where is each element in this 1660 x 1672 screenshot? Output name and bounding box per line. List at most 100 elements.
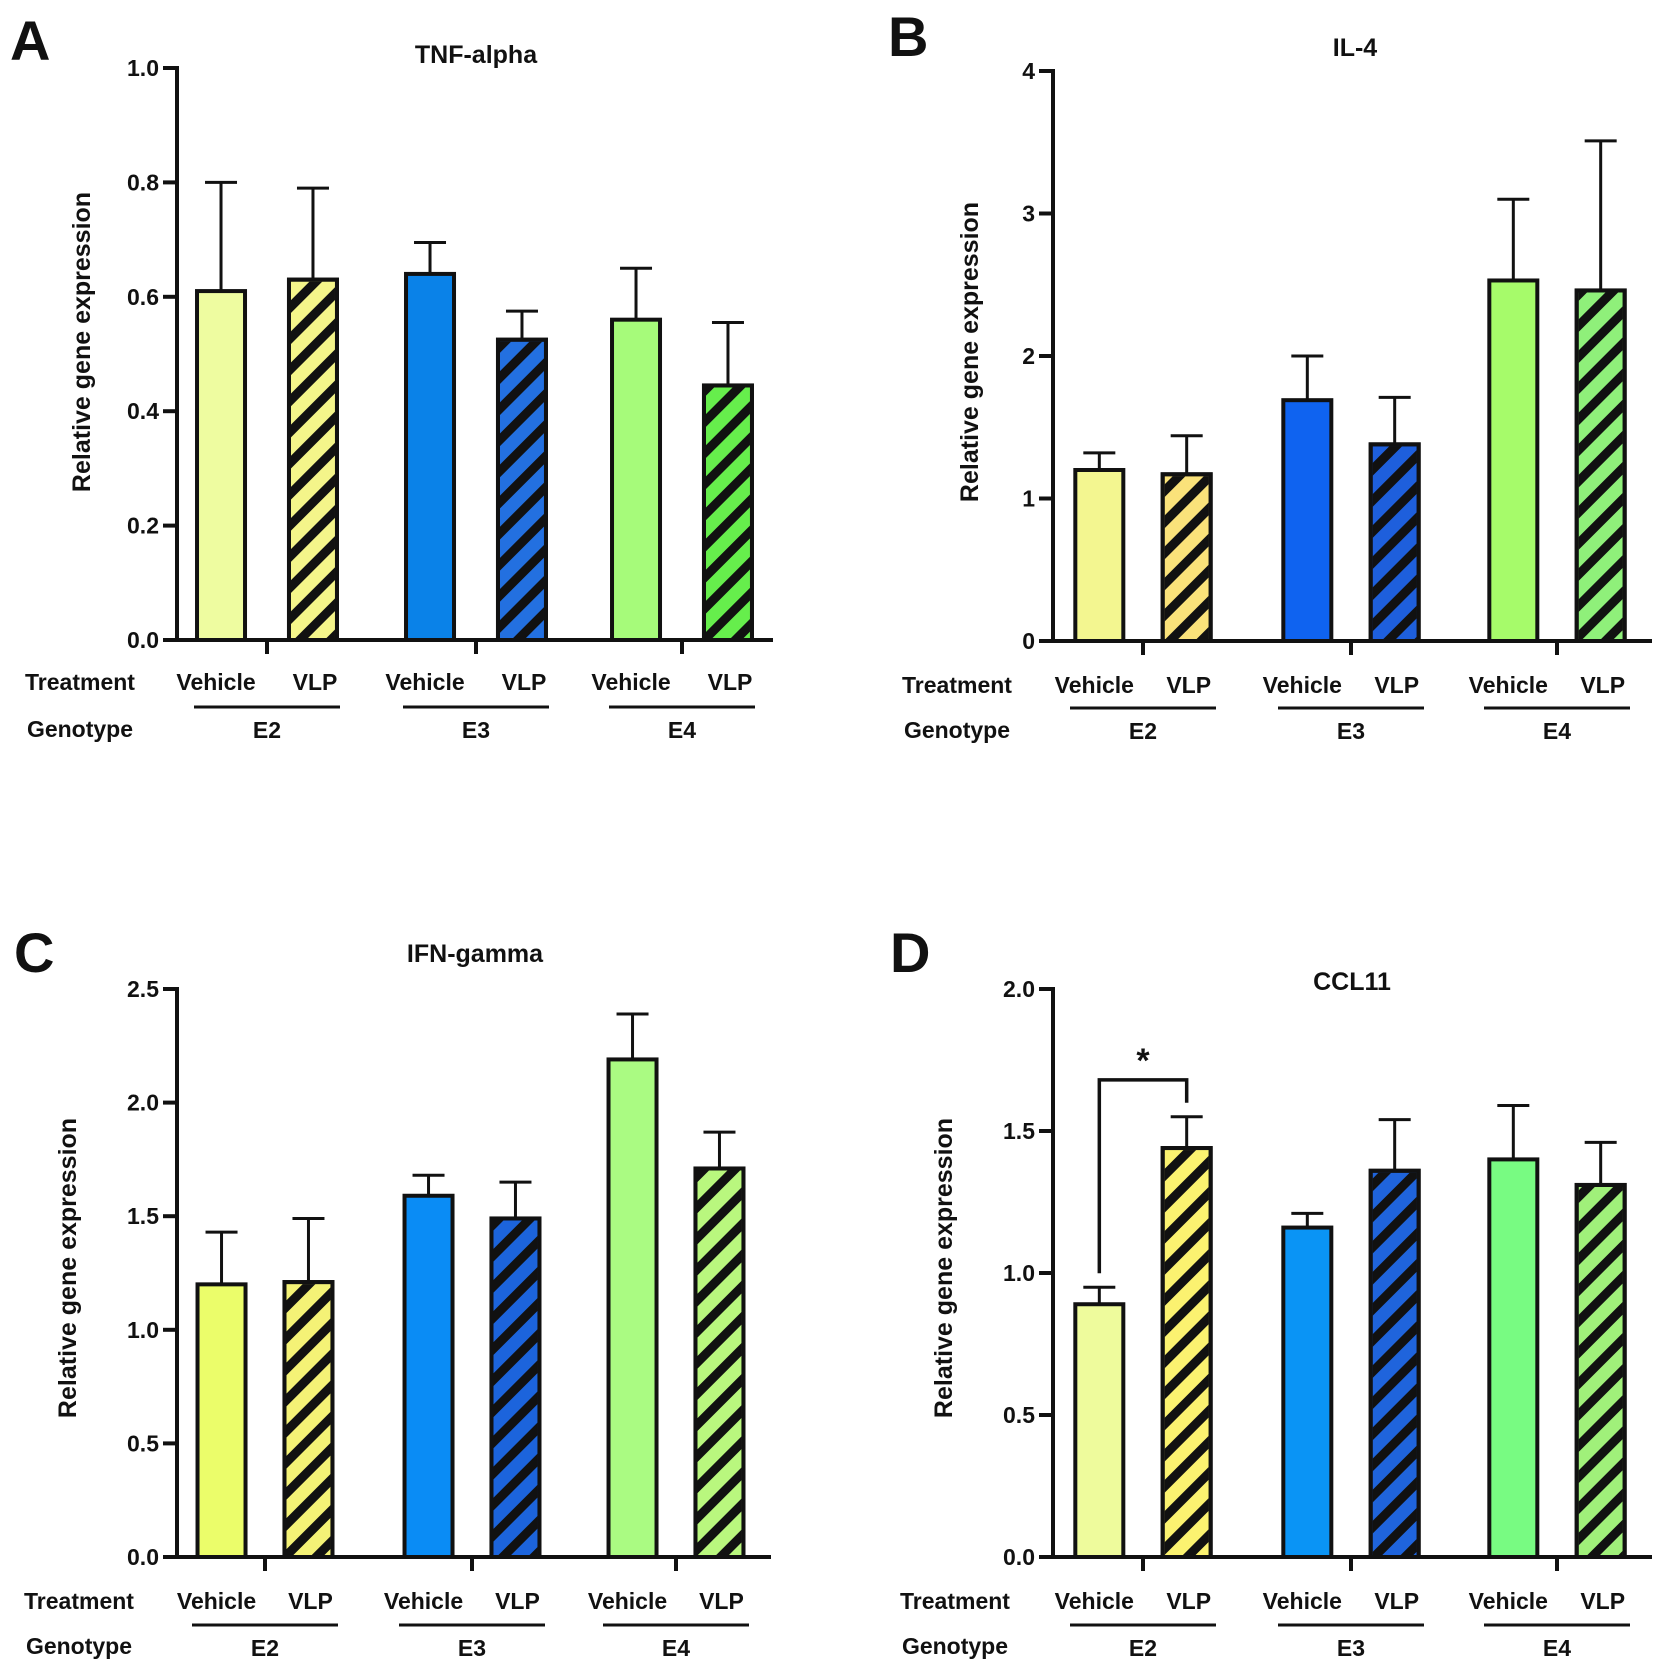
panel-d-genotype-e4: E4	[1543, 1635, 1571, 1661]
panel-a-bar-hatch-e3	[499, 341, 544, 638]
panel-c-bar-vehicle-e4	[606, 1057, 659, 1559]
panel-a-ylabel: Relative gene expression	[68, 192, 96, 492]
panel-a-bar-hatch-e2	[290, 281, 335, 638]
panel-b-treatment-vlp-e4: VLP	[1580, 672, 1625, 698]
panel-a-ytick-label: 0.2	[127, 513, 159, 539]
panel-c-genotype-e2: E2	[251, 1635, 279, 1661]
panel-c-title: IFN-gamma	[407, 940, 544, 968]
panel-b-ytick-label: 4	[1022, 58, 1035, 84]
panel-a-treatment-vehicle-e3: Vehicle	[385, 669, 464, 695]
panel-b-treatment-vlp-e3: VLP	[1374, 672, 1419, 698]
panel-c-treatment-vlp-e3: VLP	[495, 1588, 540, 1614]
panel-a-treatment-vlp-e2: VLP	[293, 669, 338, 695]
panel-d-bar-vehicle-e4	[1487, 1157, 1540, 1560]
panel-b-bar-hatch-e2	[1164, 476, 1209, 639]
panel-d-bar-vehicle-e3	[1281, 1225, 1334, 1560]
panel-b-bar-vehicle-e3	[1281, 398, 1334, 643]
panel-b-treatment-vehicle-e4: Vehicle	[1469, 672, 1548, 698]
panel-b-ytick-label: 0	[1022, 628, 1035, 654]
panel-c-genotype-e4: E4	[662, 1635, 690, 1661]
panel-c: C IFN-gamma Relative gene expression 0.0…	[14, 921, 771, 1661]
panel-c-bar-hatch-e3	[493, 1220, 538, 1555]
panel-d-genotype-e2: E2	[1129, 1635, 1157, 1661]
panel-a-bar-vehicle-e4	[610, 317, 663, 642]
panel-c-ytick-label: 0.5	[127, 1430, 159, 1456]
panel-a-treatment-vlp-e4: VLP	[708, 669, 753, 695]
panel-b-ytick-label: 3	[1022, 201, 1035, 227]
panel-c-letter: C	[14, 921, 54, 984]
panel-a-treatment-vlp-e3: VLP	[502, 669, 547, 695]
panel-c-treatment-vehicle-e4: Vehicle	[588, 1588, 667, 1614]
panel-c-ytick-label: 1.0	[127, 1317, 159, 1343]
panel-d-treatment-label: Treatment	[900, 1588, 1010, 1614]
panel-c-bar-hatch-e2	[286, 1284, 331, 1555]
panel-d: D CCL11 Relative gene expression 0.0 0.5 1…	[890, 921, 1652, 1661]
panel-c-genotype-e3: E3	[458, 1635, 486, 1661]
panel-b-letter: B	[888, 5, 928, 68]
panel-c-treatment-vehicle-e2: Vehicle	[177, 1588, 256, 1614]
panel-a-bar-hatch-e4	[705, 387, 750, 638]
panel-d-ytick-label: 0.0	[1003, 1544, 1035, 1570]
panel-a-ytick-label: 1.0	[127, 55, 159, 81]
panel-b-genotype-e2: E2	[1129, 718, 1157, 744]
panel-c-treatment-label: Treatment	[24, 1588, 134, 1614]
panel-b-treatment-vehicle-e3: Vehicle	[1263, 672, 1342, 698]
panel-d-plot: 0.0 0.5 1.0 1.5 2.0 Vehicle VLP E2 Vehicle VLP E3 V…	[1003, 976, 1652, 1661]
panel-a-bar-vehicle-e3	[404, 271, 457, 642]
panel-b: B IL-4 Relative gene expression 0 1 2 3 4 Veh…	[888, 5, 1652, 744]
panel-c-plot: 0.0 0.5 1.0 1.5 2.0 2.5 Vehicle VLP E2 Vehicle VLP…	[127, 976, 771, 1661]
panel-b-treatment-vlp-e2: VLP	[1166, 672, 1211, 698]
panel-b-treatment-label: Treatment	[902, 672, 1012, 698]
panel-c-bar-vehicle-e3	[402, 1193, 455, 1559]
panel-b-genotype-e3: E3	[1337, 718, 1365, 744]
panel-d-treatment-vehicle-e3: Vehicle	[1263, 1588, 1342, 1614]
panel-d-ytick-label: 1.0	[1003, 1260, 1035, 1286]
panel-b-bar-hatch-e3	[1372, 446, 1417, 639]
panel-a-treatment-label: Treatment	[25, 669, 135, 695]
panel-d-significance-star: *	[1136, 1042, 1150, 1080]
panel-d-treatment-vehicle-e4: Vehicle	[1469, 1588, 1548, 1614]
panel-a-genotype-e3: E3	[462, 717, 490, 743]
panel-c-bar-hatch-e4	[697, 1170, 742, 1555]
panel-d-treatment-vlp-e4: VLP	[1580, 1588, 1625, 1614]
panel-d-genotype-e3: E3	[1337, 1635, 1365, 1661]
panel-b-bar-hatch-e4	[1578, 292, 1623, 639]
panel-c-ytick-label: 1.5	[127, 1203, 159, 1229]
panel-b-bar-vehicle-e2	[1073, 468, 1126, 643]
panel-d-ytick-label: 2.0	[1003, 976, 1035, 1002]
panel-d-bar-hatch-e4	[1578, 1186, 1623, 1555]
panel-d-treatment-vehicle-e2: Vehicle	[1055, 1588, 1134, 1614]
panel-d-ylabel: Relative gene expression	[930, 1118, 958, 1418]
panel-a-title: TNF-alpha	[415, 41, 538, 69]
panel-b-ytick-label: 2	[1022, 343, 1035, 369]
panel-a-ytick-label: 0.4	[127, 398, 159, 424]
panel-b-treatment-vehicle-e2: Vehicle	[1055, 672, 1134, 698]
panel-b-plot: 0 1 2 3 4 Vehicle VLP E2 Vehicle VLP E3 Vehicle VLP E…	[1022, 58, 1652, 744]
panel-a-plot: 0.0 0.2 0.4 0.6 0.8 1.0 Vehicle VLP E2 Vehicle VLP…	[127, 55, 773, 743]
panel-a-genotype-e4: E4	[668, 717, 696, 743]
panel-a-ytick-label: 0.0	[127, 627, 159, 653]
panel-d-bar-hatch-e2	[1164, 1150, 1209, 1555]
panel-c-ytick-label: 2.0	[127, 1090, 159, 1116]
panel-c-ylabel: Relative gene expression	[54, 1118, 82, 1418]
panel-a-ytick-label: 0.8	[127, 169, 159, 195]
panel-b-ytick-label: 1	[1022, 486, 1035, 512]
panel-a-genotype-e2: E2	[253, 717, 281, 743]
panel-b-title: IL-4	[1333, 34, 1378, 62]
panel-d-treatment-vlp-e3: VLP	[1374, 1588, 1419, 1614]
panel-c-treatment-vlp-e4: VLP	[699, 1588, 744, 1614]
panel-d-treatment-vlp-e2: VLP	[1166, 1588, 1211, 1614]
panel-a-treatment-vehicle-e2: Vehicle	[176, 669, 255, 695]
panel-b-genotype-label: Genotype	[904, 717, 1010, 743]
panel-b-ylabel: Relative gene expression	[956, 202, 984, 502]
panel-b-bar-vehicle-e4	[1487, 278, 1540, 643]
panel-d-bar-hatch-e3	[1372, 1172, 1417, 1555]
panel-d-title: CCL11	[1313, 968, 1391, 996]
panel-b-genotype-e4: E4	[1543, 718, 1571, 744]
panel-d-genotype-label: Genotype	[902, 1633, 1008, 1659]
panel-d-bar-vehicle-e2	[1073, 1302, 1126, 1559]
panel-a-ytick-label: 0.6	[127, 284, 159, 310]
panel-c-ytick-label: 0.0	[127, 1544, 159, 1570]
panel-d-letter: D	[890, 921, 930, 984]
